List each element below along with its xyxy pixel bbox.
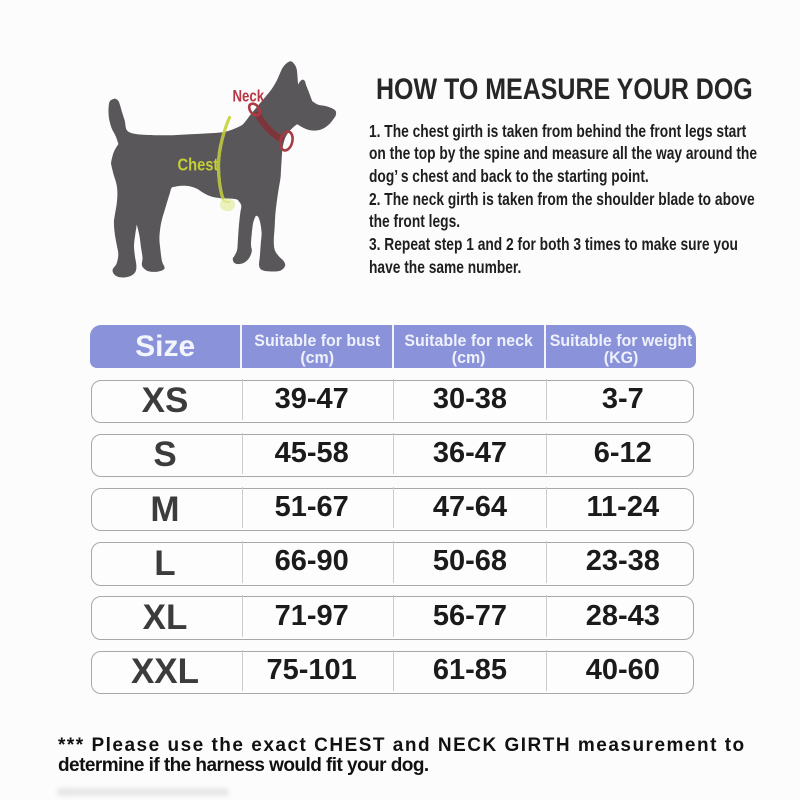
svg-text:Neck: Neck (233, 87, 265, 106)
svg-text:Chest: Chest (178, 155, 219, 174)
